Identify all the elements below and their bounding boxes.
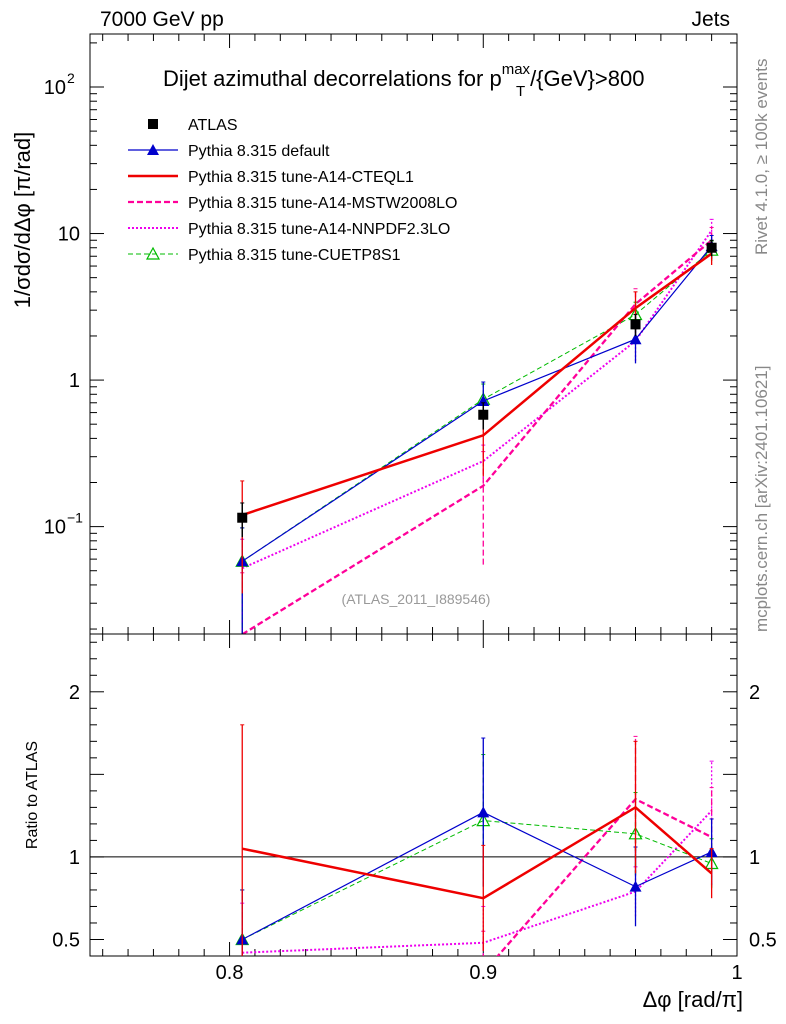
series-1-ratio-line	[241, 811, 712, 941]
ratio-panel: 0.8 0.9 1 0.5 0.5 1 1 2 2	[52, 633, 777, 984]
chart-title-sup: max	[502, 61, 531, 78]
y-tick-label-main: 10	[44, 77, 66, 99]
series-1-point	[477, 394, 490, 406]
y-tick-label-ratio: 1	[69, 847, 80, 869]
header-energy: 7000 GeV pp	[100, 8, 224, 31]
legend-label-3: Pythia 8.315 tune-A14-MSTW2008LO	[188, 195, 457, 212]
series-1-ratio-point	[629, 880, 642, 892]
y-tick-exponent: −1	[67, 510, 83, 526]
series-5-line	[241, 249, 712, 562]
chart-title-sub: T	[516, 83, 525, 100]
series-0-point	[706, 242, 717, 253]
series-4-line	[241, 229, 713, 570]
chart-title: Dijet azimuthal decorrelations for pmax/…	[163, 61, 644, 91]
series-0-point	[478, 409, 489, 420]
legend-label-0: ATLAS	[188, 117, 238, 134]
y-tick-label-ratio-right: 2	[749, 682, 760, 704]
series-2-ratio-line	[241, 805, 713, 900]
header-process: Jets	[691, 8, 730, 31]
mcplots-label: mcplots.cern.ch [arXiv:2401.10621]	[752, 366, 771, 632]
x-tick-label: 0.9	[469, 962, 497, 984]
legend: ATLAS Pythia 8.315 default Pythia 8.315 tu…	[128, 117, 457, 264]
chart-title-rest: /{GeV}>800	[530, 66, 644, 91]
legend-label-5: Pythia 8.315 tune-CUETP8S1	[188, 247, 401, 264]
x-tick-label: 1	[731, 962, 742, 984]
series-2-line	[241, 252, 713, 517]
legend-marker-0	[148, 119, 158, 129]
y-tick-label-main: 10	[58, 224, 80, 246]
y-tick-label-ratio: 2	[69, 682, 80, 704]
y-tick-exponent: 2	[67, 70, 75, 86]
y-tick-label-main: 10	[44, 517, 66, 539]
y-tick-label-main: 1	[69, 370, 80, 392]
legend-label-2: Pythia 8.315 tune-A14-CTEQL1	[188, 169, 414, 186]
x-axis-label: Δφ [rad/π]	[643, 987, 743, 1012]
rivet-label: Rivet 4.1.0, ≥ 100k events	[752, 59, 771, 255]
series-0-point	[630, 319, 641, 330]
series-1-point	[629, 333, 642, 345]
x-tick-label: 0.8	[216, 962, 244, 984]
legend-label-1: Pythia 8.315 default	[188, 143, 330, 160]
legend-label-4: Pythia 8.315 tune-A14-NNPDF2.3LO	[188, 221, 450, 238]
chart-title-main: Dijet azimuthal decorrelations for p	[163, 66, 502, 91]
legend-marker-1	[147, 144, 159, 155]
series-4-ratio-line	[242, 810, 713, 954]
analysis-tag: (ATLAS_2011_I889546)	[342, 591, 491, 607]
series-1-ratio-point	[477, 806, 490, 818]
y-axis-label-main: 1/σdσ/dΔφ [π/rad]	[10, 132, 35, 308]
ratio-frame	[89, 633, 738, 957]
series-3-line	[241, 239, 713, 634]
y-tick-label-ratio-right: 0.5	[749, 929, 777, 951]
legend-marker-5	[145, 246, 161, 260]
y-axis-label-ratio: Ratio to ATLAS	[24, 741, 41, 849]
series-0-point	[237, 512, 248, 523]
ratio-series	[235, 724, 719, 956]
main-series	[235, 218, 719, 634]
y-tick-label-ratio-right: 1	[749, 847, 760, 869]
series-3-ratio-line	[496, 797, 713, 956]
series-5-ratio-line	[242, 820, 712, 940]
y-tick-label-ratio: 0.5	[52, 929, 80, 951]
